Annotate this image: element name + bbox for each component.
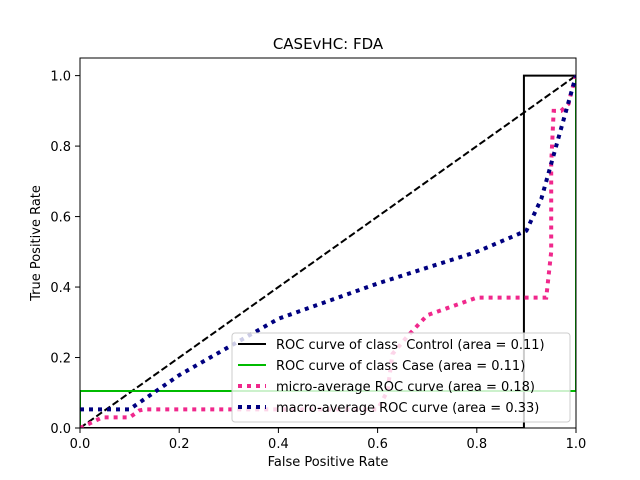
chance-line — [80, 74, 576, 428]
legend-label: macro-average ROC curve (area = 0.33) — [276, 401, 539, 416]
y-tick-label: 0.6 — [50, 211, 71, 226]
y-tick-label: 0.8 — [50, 140, 71, 155]
x-axis-label: False Positive Rate — [268, 455, 389, 470]
x-tick-label: 0.4 — [268, 437, 289, 452]
legend-label: ROC curve of class Case (area = 0.11) — [276, 359, 525, 374]
plot-frame — [79, 57, 577, 429]
series-micro-average-line — [80, 75, 576, 428]
legend-label: micro-average ROC curve (area = 0.18) — [276, 380, 535, 395]
y-tick-label: 0.0 — [50, 422, 71, 437]
x-tick-label: 0.2 — [169, 437, 190, 452]
y-axis: 0.0 0.2 0.4 0.6 0.8 1.0 — [50, 70, 80, 437]
x-tick-label: 0.0 — [70, 437, 91, 452]
x-tick-label: 0.6 — [367, 437, 388, 452]
x-tick-label: 0.8 — [466, 437, 487, 452]
x-tick-label: 1.0 — [566, 437, 587, 452]
legend-label: ROC curve of class Control (area = 0.11) — [276, 338, 545, 353]
y-axis-label: True Positive Rate — [29, 185, 44, 302]
y-tick-label: 0.2 — [50, 352, 71, 367]
series-control-roc-line — [80, 74, 576, 428]
y-tick-label: 0.4 — [50, 281, 71, 296]
series-macro-average-line — [80, 75, 576, 412]
legend-box — [231, 332, 571, 423]
y-tick-label: 1.0 — [50, 70, 71, 85]
legend: ROC curve of class Control (area = 0.11)… — [231, 332, 571, 423]
chart-title: CASEvHC: FDA — [273, 35, 384, 53]
x-axis: 0.0 0.2 0.4 0.6 0.8 1.0 — [70, 428, 587, 452]
